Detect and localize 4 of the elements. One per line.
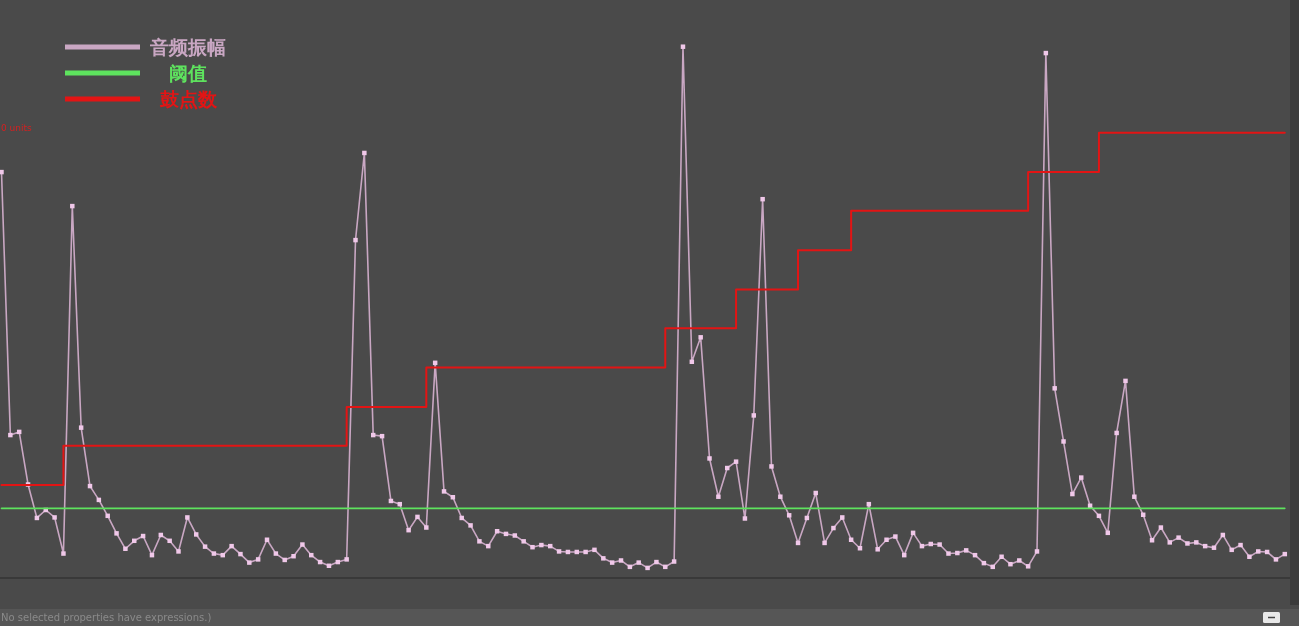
annotation: 0 units (1, 123, 33, 133)
legend-label: 鼓点数 (158, 88, 218, 110)
legend-label: 阈值 (169, 62, 207, 84)
legend-label: 音频振幅 (149, 36, 226, 58)
